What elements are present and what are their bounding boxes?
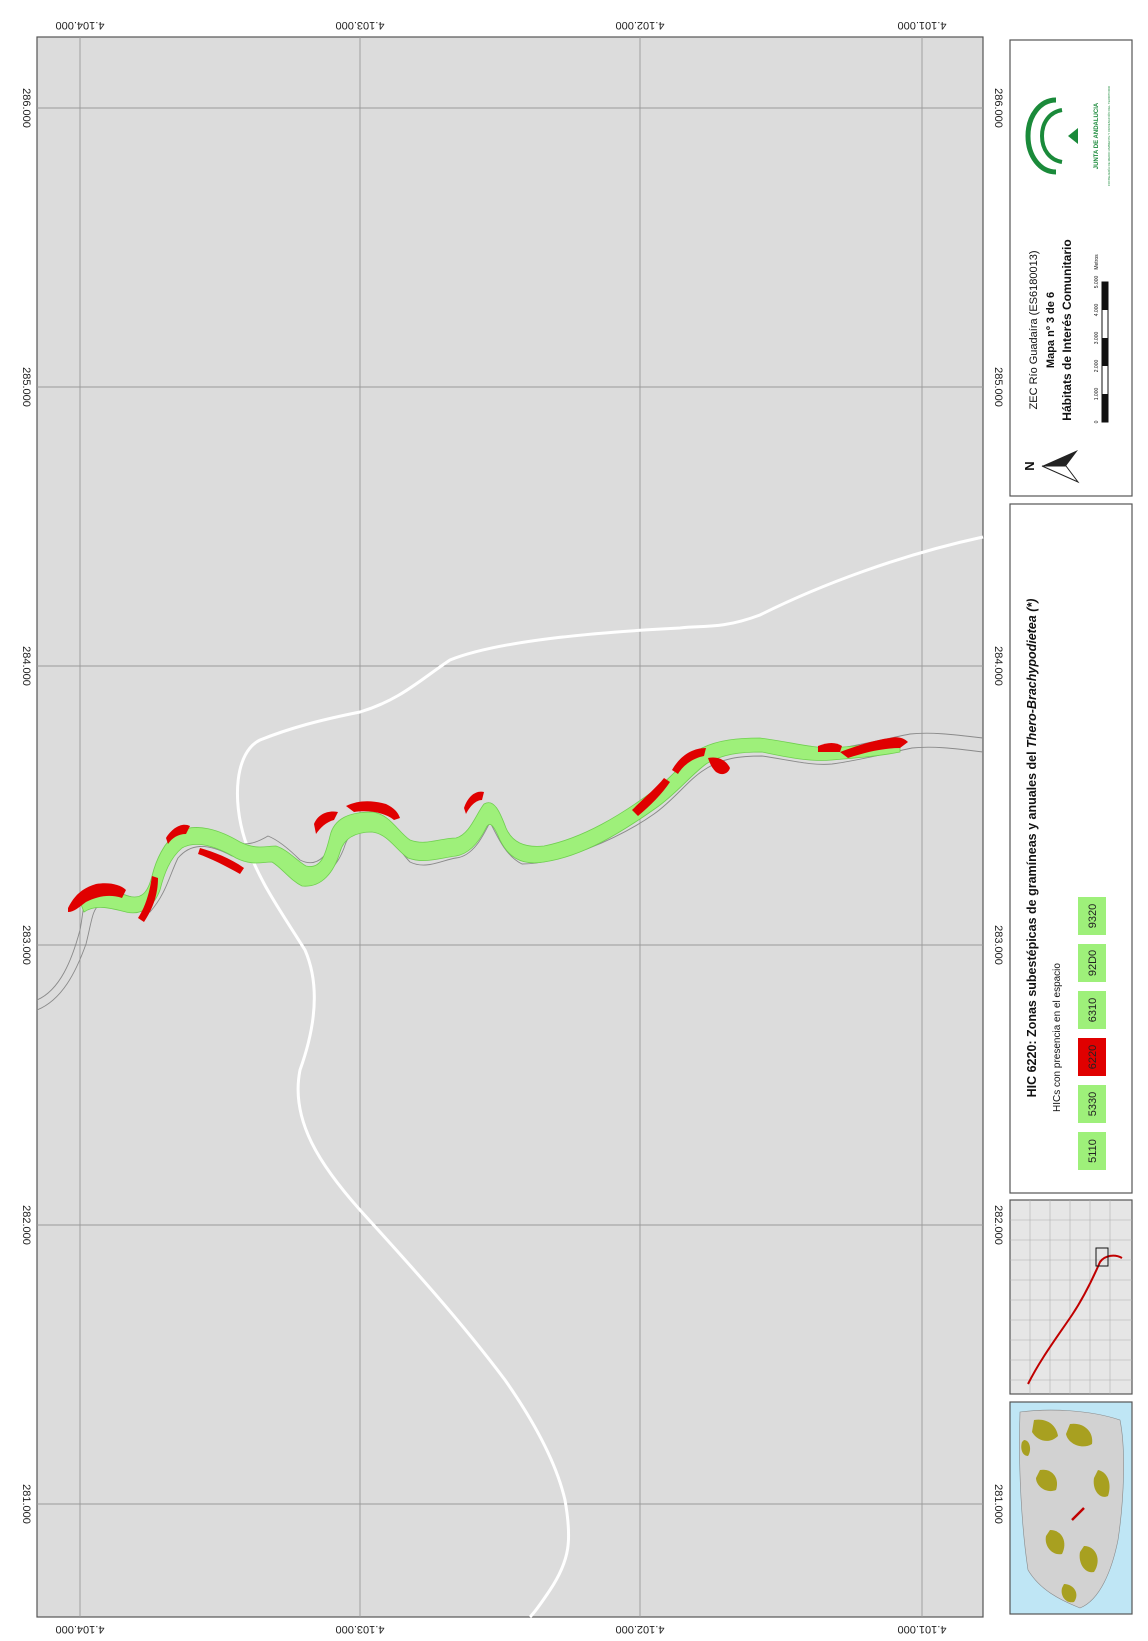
habitat-patch: [632, 778, 670, 816]
northing-labels-top: 4.104.000 4.103.000 4.102.000 4.101.000: [56, 19, 947, 31]
scale-label: 1.000: [1094, 388, 1100, 401]
habitat-patch: [840, 737, 908, 758]
scale-label: 0: [1094, 420, 1100, 423]
legend-subtitle: HICs con presencia en el espacio: [1052, 963, 1063, 1112]
northing-label: 4.103.000: [336, 1623, 385, 1635]
northing-label: 4.103.000: [336, 19, 385, 31]
map-theme: Hábitats de Interés Comunitario: [1060, 239, 1074, 420]
map-area: [36, 36, 984, 1618]
scale-unit: Metros: [1094, 254, 1100, 270]
habitat-6220-patches: [68, 737, 908, 922]
easting-label: 286.000: [20, 88, 32, 128]
easting-label: 281.000: [20, 1484, 32, 1524]
legend-title-prefix: HIC 6220: Zonas subestépicas de gramínea…: [1025, 748, 1039, 1097]
north-label: N: [1022, 461, 1037, 470]
legend-swatch-6220: [1078, 1038, 1106, 1076]
habitat-patch: [314, 811, 338, 834]
locator-map-detail: [1009, 1199, 1133, 1395]
scale-bar: 0 1.000 2.000 3.000 4.000 5.000 Metros: [1094, 254, 1109, 423]
habitat-patch: [818, 743, 842, 752]
habitat-patch: [198, 848, 244, 874]
easting-label: 282.000: [992, 1205, 1004, 1245]
legend-swatch-9320: [1078, 897, 1106, 935]
legend-code-92D0: 92D0: [1087, 950, 1099, 976]
locator-grid: [1010, 1200, 1132, 1394]
legend-code-9320: 9320: [1087, 904, 1099, 928]
locator-extent-box: [1095, 1247, 1109, 1267]
legend-panel: [1009, 503, 1133, 1194]
easting-label: 281.000: [992, 1484, 1004, 1524]
easting-label: 286.000: [992, 88, 1004, 128]
habitat-patch: [68, 883, 126, 912]
easting-label: 285.000: [992, 367, 1004, 407]
legend-code-6310: 6310: [1087, 998, 1099, 1022]
northing-label: 4.101.000: [898, 1623, 947, 1635]
title-block-text: ZEC Río Guadaíra (ES6180013) Mapa nº 3 d…: [1028, 239, 1074, 420]
northing-label: 4.102.000: [616, 19, 665, 31]
map-number: Mapa nº 3 de 6: [1045, 292, 1057, 368]
legend-code-5330: 5330: [1087, 1092, 1099, 1116]
legend-code-5110: 5110: [1087, 1139, 1099, 1163]
easting-labels-left: 281.000 282.000 283.000 284.000 285.000 …: [20, 88, 32, 1524]
northing-label: 4.104.000: [56, 19, 105, 31]
habitat-patch: [346, 801, 400, 820]
site-title: ZEC Río Guadaíra (ES6180013): [1028, 251, 1040, 410]
northing-label: 4.104.000: [56, 1623, 105, 1635]
river-bank-lower: [36, 746, 984, 1011]
easting-labels-right: 281.000 282.000 283.000 284.000 285.000 …: [992, 88, 1004, 1524]
legend-swatch-92D0: [1078, 944, 1106, 982]
northing-labels-bottom: 4.104.000 4.103.000 4.102.000 4.101.000: [56, 1623, 947, 1635]
north-arrow-icon: N: [1022, 450, 1080, 484]
overview-land: [1019, 1409, 1124, 1609]
overview-protected-areas: [1021, 1419, 1110, 1603]
scale-label: 2.000: [1094, 360, 1100, 373]
easting-label: 284.000: [992, 646, 1004, 686]
habitat-patch: [464, 791, 484, 814]
legend-swatch-5110: [1078, 1132, 1106, 1170]
habitat-patch: [672, 748, 706, 774]
scale-label: 4.000: [1094, 304, 1100, 317]
easting-label: 282.000: [20, 1205, 32, 1245]
legend-swatches: 5110 5330 6220 6310 92D0 9320: [1078, 897, 1106, 1170]
legend-code-6220: 6220: [1087, 1045, 1099, 1069]
junta-andalucia-logo-icon: JUNTA DE ANDALUCIA CONSEJERÍA DE MEDIO A…: [1025, 85, 1111, 186]
scale-label: 5.000: [1094, 276, 1100, 289]
easting-label: 283.000: [992, 925, 1004, 965]
habitat-patch: [708, 757, 730, 775]
overview-river-mark: [1071, 1507, 1085, 1521]
easting-label: 285.000: [20, 367, 32, 407]
legend-swatch-5330: [1078, 1085, 1106, 1123]
legend-title-italic: Thero-Brachypodietea: [1025, 615, 1039, 748]
logo-subtext: CONSEJERÍA DE MEDIO AMBIENTE Y ORDENACIÓ…: [1106, 85, 1111, 186]
scale-label: 3.000: [1094, 332, 1100, 345]
logo-text: JUNTA DE ANDALUCIA: [1094, 102, 1100, 169]
locator-river: [1027, 1254, 1123, 1385]
habitat-patch: [166, 824, 190, 844]
habitat-patch: [138, 876, 158, 922]
easting-label: 284.000: [20, 646, 32, 686]
legend-swatch-6310: [1078, 991, 1106, 1029]
northing-label: 4.102.000: [616, 1623, 665, 1635]
coordinate-grid: [37, 37, 983, 1617]
easting-label: 283.000: [20, 925, 32, 965]
legend-title: HIC 6220: Zonas subestépicas de gramínea…: [1025, 599, 1039, 1098]
northing-label: 4.101.000: [898, 19, 947, 31]
road-line: [235, 535, 984, 1619]
legend-title-suffix: (*): [1025, 599, 1039, 616]
